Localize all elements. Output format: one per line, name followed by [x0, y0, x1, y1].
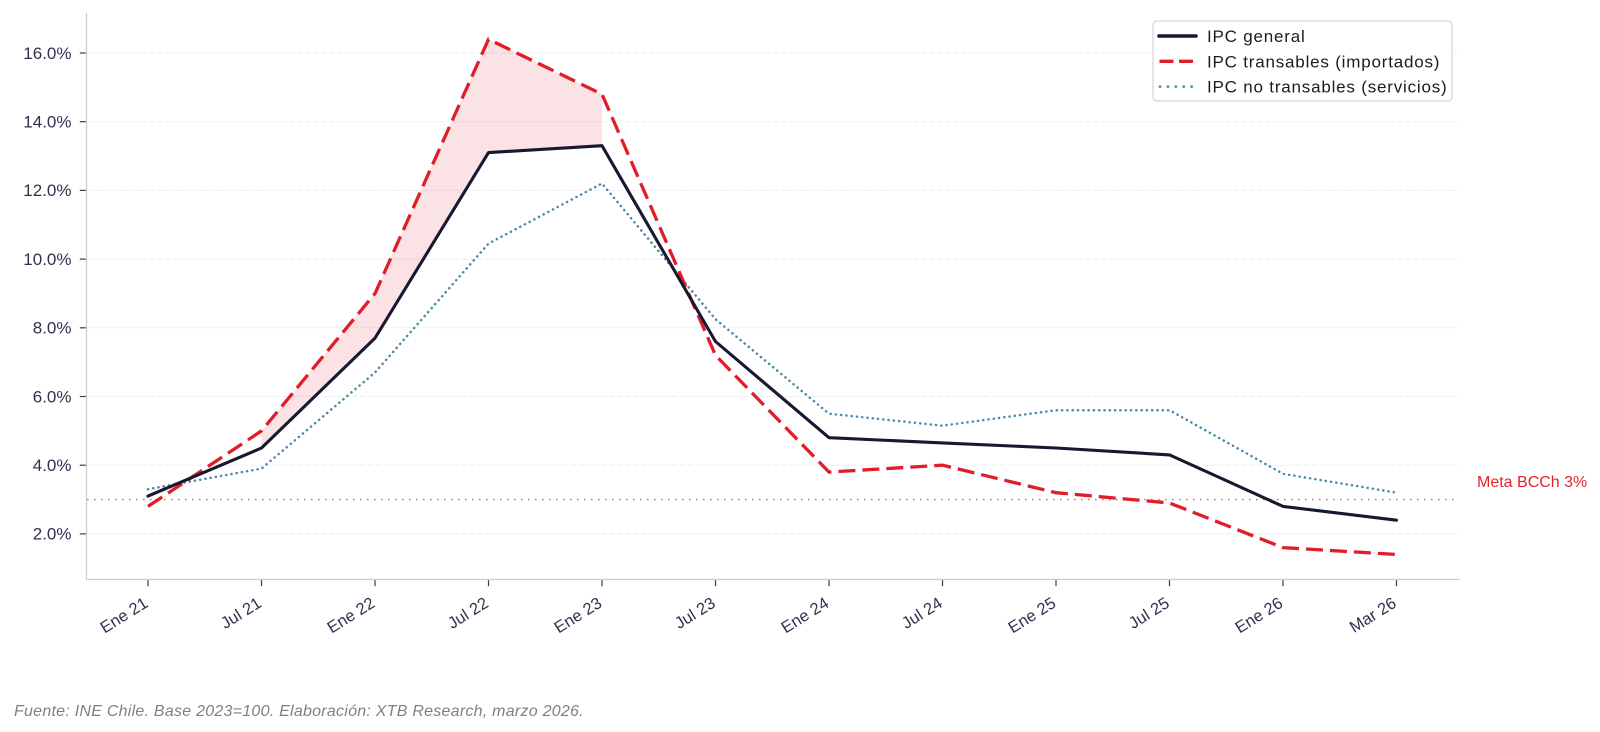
svg-text:Jul 24: Jul 24: [899, 594, 946, 633]
svg-text:IPC no transables (servicios): IPC no transables (servicios): [1207, 78, 1448, 97]
svg-text:Ene 23: Ene 23: [551, 594, 605, 637]
svg-text:2.0%: 2.0%: [33, 525, 72, 544]
svg-text:12.0%: 12.0%: [23, 181, 71, 200]
svg-text:Jul 23: Jul 23: [672, 594, 719, 633]
svg-text:Jul 25: Jul 25: [1126, 594, 1173, 633]
svg-text:Jul 21: Jul 21: [218, 594, 265, 633]
svg-text:14.0%: 14.0%: [23, 113, 71, 132]
svg-text:8.0%: 8.0%: [33, 319, 72, 338]
svg-text:Fuente: INE Chile. Base 2023=1: Fuente: INE Chile. Base 2023=100. Elabor…: [14, 703, 584, 720]
svg-text:Ene 25: Ene 25: [1005, 594, 1059, 637]
svg-text:4.0%: 4.0%: [33, 456, 72, 475]
svg-text:Meta BCCh 3%: Meta BCCh 3%: [1477, 474, 1587, 491]
svg-text:16.0%: 16.0%: [23, 44, 71, 63]
svg-text:6.0%: 6.0%: [33, 387, 72, 406]
svg-text:Jul 22: Jul 22: [445, 594, 492, 633]
svg-text:Ene 26: Ene 26: [1232, 594, 1286, 637]
svg-text:Mar 26: Mar 26: [1347, 594, 1400, 636]
svg-text:10.0%: 10.0%: [23, 250, 71, 269]
svg-text:Ene 22: Ene 22: [324, 594, 378, 637]
svg-text:Ene 24: Ene 24: [778, 594, 832, 637]
svg-text:IPC general: IPC general: [1207, 27, 1306, 46]
svg-text:Ene 21: Ene 21: [97, 594, 151, 637]
svg-text:IPC transables (importados): IPC transables (importados): [1207, 52, 1440, 71]
